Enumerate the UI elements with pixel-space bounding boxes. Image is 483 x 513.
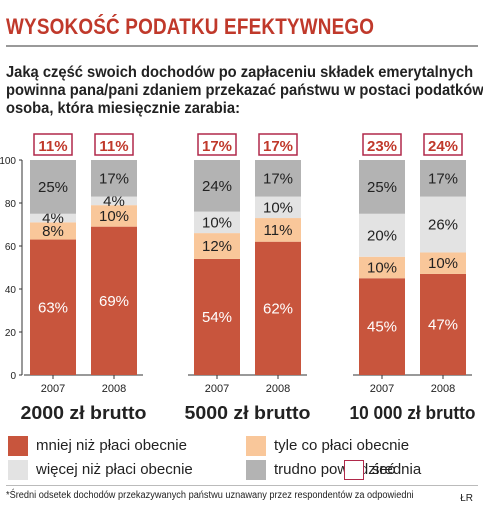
segment-label-more: 4% [103, 193, 125, 210]
legend-swatch-average [344, 460, 364, 480]
stacked-bar-chart: 02040608010063%8%4%25%11%200769%10%4%17%… [0, 133, 476, 423]
group-label: 10 000 zł brutto [350, 403, 476, 423]
question-line-2: powinna pana/pani zdaniem przekazać pańs… [6, 82, 483, 99]
segment-label-hard: 17% [99, 170, 129, 187]
y-tick-label: 0 [10, 371, 16, 382]
segment-label-same: 12% [202, 238, 232, 255]
question-line-3: osoba, która miesięcznie zarabia: [6, 100, 240, 117]
author-credit: ŁR [460, 493, 473, 504]
bar-segment-same [91, 205, 137, 227]
segment-label-same: 10% [99, 208, 129, 225]
legend-label-average: średnia [372, 461, 422, 478]
segment-label-less: 54% [202, 309, 232, 326]
segment-label-hard: 25% [367, 179, 397, 196]
segment-label-same: 11% [264, 222, 293, 239]
bar-segment-same [30, 222, 76, 240]
average-badge [423, 133, 463, 156]
average-value: 17% [263, 138, 293, 155]
bar-segment-same [420, 252, 466, 274]
bar-segment-hard [420, 160, 466, 197]
segment-label-less: 62% [263, 300, 293, 317]
average-value: 17% [202, 138, 232, 155]
legend-label-hard: trudno powiedzieć [274, 461, 395, 478]
segment-label-same: 10% [367, 260, 397, 277]
bar-segment-less [194, 258, 240, 375]
legend-label-more: więcej niż płaci obecnie [36, 461, 193, 478]
legend-swatch-same [246, 436, 266, 456]
segment-label-same: 8% [42, 223, 64, 240]
segment-label-hard: 17% [428, 170, 458, 187]
segment-label-hard: 24% [202, 178, 232, 195]
bar-segment-more [30, 213, 76, 223]
year-label: 2007 [41, 383, 65, 395]
legend-label-same: tyle co płaci obecnie [274, 437, 410, 454]
average-badge [94, 133, 134, 156]
bar-segment-same [359, 256, 405, 279]
bar-segment-less [359, 278, 405, 375]
year-label: 2007 [205, 383, 229, 395]
average-badge [33, 133, 73, 156]
average-value: 24% [428, 138, 458, 155]
bar-segment-hard [194, 160, 240, 212]
segment-label-more: 4% [42, 210, 64, 227]
segment-label-less: 69% [99, 293, 129, 310]
segment-label-same: 10% [428, 255, 458, 272]
title-divider [6, 45, 478, 47]
y-tick-label: 20 [5, 328, 17, 339]
group-label: 2000 zł brutto [21, 403, 147, 423]
page-title: WYSOKOŚĆ PODATKU EFEKTYWNEGO [6, 14, 375, 39]
segment-label-less: 47% [428, 316, 458, 333]
bar-segment-less [30, 239, 76, 375]
year-label: 2008 [266, 383, 290, 395]
bar-segment-less [91, 226, 137, 375]
average-badge [362, 133, 402, 156]
legend-label-less: mniej niż płaci obecnie [36, 437, 187, 454]
footer-divider [6, 485, 478, 486]
group-label: 5000 zł brutto [185, 403, 311, 423]
segment-label-hard: 25% [38, 179, 68, 196]
average-value: 11% [99, 138, 128, 155]
bar-segment-more [91, 196, 137, 206]
year-label: 2008 [102, 383, 126, 395]
y-tick-label: 40 [5, 285, 17, 296]
bar-segment-more [194, 211, 240, 234]
bar-segment-hard [30, 160, 76, 214]
y-tick-label: 60 [5, 242, 17, 253]
y-tick-label: 80 [5, 199, 17, 210]
bar-segment-more [359, 213, 405, 257]
footnote: *Średni odsetek dochodów przekazywanych … [6, 490, 414, 501]
bar-segment-less [420, 273, 466, 375]
average-badge [197, 133, 237, 156]
legend-swatch-less [8, 436, 28, 456]
bar-segment-same [255, 218, 301, 242]
average-value: 11% [38, 138, 67, 155]
bar-segment-more [420, 196, 466, 253]
bar-segment-hard [359, 160, 405, 214]
average-badge [258, 133, 298, 156]
year-label: 2008 [431, 383, 455, 395]
segment-label-more: 26% [428, 217, 458, 234]
survey-question: Jaką część swoich dochodów po zapłaceniu… [6, 64, 483, 118]
bar-segment-less [255, 241, 301, 375]
year-label: 2007 [370, 383, 394, 395]
segment-label-more: 10% [202, 214, 232, 231]
bar-segment-hard [255, 160, 301, 197]
average-value: 23% [367, 138, 397, 155]
bar-segment-more [255, 196, 301, 219]
segment-label-less: 63% [38, 299, 68, 316]
question-line-1: Jaką część swoich dochodów po zapłaceniu… [6, 64, 474, 81]
legend-swatch-hard [246, 460, 266, 480]
y-tick-label: 100 [0, 156, 16, 167]
segment-label-more: 10% [263, 199, 293, 216]
segment-label-hard: 17% [263, 170, 293, 187]
segment-label-less: 45% [367, 319, 397, 336]
segment-label-more: 20% [367, 227, 397, 244]
legend-swatch-more [8, 460, 28, 480]
bar-segment-hard [91, 160, 137, 197]
bar-segment-same [194, 233, 240, 259]
